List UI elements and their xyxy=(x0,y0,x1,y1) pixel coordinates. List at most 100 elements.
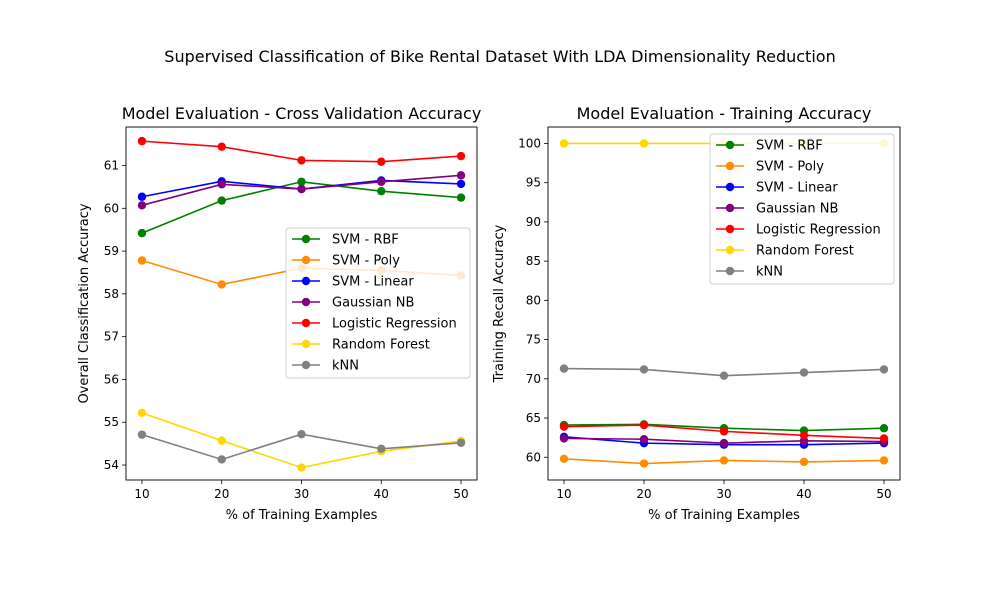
chart1-legend-marker-random-forest xyxy=(301,339,311,349)
chart1-xtick-label: 40 xyxy=(374,487,389,501)
chart1-point-random-forest xyxy=(297,463,306,472)
chart1-legend-marker-gaussian-nb xyxy=(301,297,311,307)
chart2-point-gaussian-nb xyxy=(559,434,569,443)
chart2-legend-box xyxy=(709,133,895,285)
chart1-legend-label-svm-linear: SVM - Linear xyxy=(332,275,414,290)
chart1-point-logistic-regression xyxy=(377,157,386,166)
chart2-legend-marker-svm-linear xyxy=(725,182,735,192)
chart1-ytick-label: 57 xyxy=(104,330,119,344)
chart1-point-svm-linear xyxy=(137,192,147,201)
chart2-legend-marker-svm-rbf xyxy=(725,140,735,150)
chart1-point-logistic-regression xyxy=(297,156,306,165)
chart1-legend-label-random-forest: Random Forest xyxy=(332,338,430,353)
chart2-axes-frame xyxy=(547,126,901,481)
chart2-ytick-label: 90 xyxy=(526,215,541,229)
chart2-xlabel: % of Training Examples xyxy=(648,508,800,523)
chart2-xtick-label: 10 xyxy=(556,487,571,501)
chart1-point-knn xyxy=(456,438,466,447)
chart1-xlabel: % of Training Examples xyxy=(226,508,378,523)
chart1-legend-label-svm-poly: SVM - Poly xyxy=(332,254,400,269)
chart2-ytick-label: 70 xyxy=(526,372,541,386)
chart2-title: Model Evaluation - Training Accuracy xyxy=(577,104,872,123)
chart2-legend-marker-gaussian-nb xyxy=(725,203,735,213)
chart2-legend-marker-svm-poly xyxy=(725,161,735,171)
chart2-ytick-label: 95 xyxy=(526,176,541,190)
chart1-title: Model Evaluation - Cross Validation Accu… xyxy=(122,104,482,123)
chart1-legend-marker-knn xyxy=(301,360,311,370)
chart1-ytick-label: 60 xyxy=(104,201,119,215)
chart2-point-svm-poly xyxy=(719,456,729,465)
chart1-point-svm-rbf xyxy=(137,228,147,238)
chart1-ylabel: Overall Classification Accuracy xyxy=(77,203,92,403)
chart2-legend-label-knn: kNN xyxy=(756,265,783,280)
chart1-point-gaussian-nb xyxy=(137,201,147,210)
chart2-legend-label-svm-poly: SVM - Poly xyxy=(756,160,824,175)
chart2-point-gaussian-nb xyxy=(719,438,729,448)
chart1-point-logistic-regression xyxy=(137,136,147,146)
chart1-legend-marker-svm-poly xyxy=(301,255,311,265)
chart2-point-knn xyxy=(719,371,729,380)
chart2-point-logistic-regression xyxy=(719,427,729,436)
chart1-xtick-label: 50 xyxy=(453,487,468,501)
chart2-point-svm-poly xyxy=(879,456,889,465)
chart-training-accuracy: Model Evaluation - Training Accuracy 10 20… xyxy=(492,104,901,523)
chart1-point-svm-poly xyxy=(217,280,226,289)
chart1-legend-marker-svm-linear xyxy=(301,276,311,286)
chart2-legend-label-logistic-regression: Logistic Regression xyxy=(756,223,881,238)
chart2-ytick-label: 85 xyxy=(526,254,541,268)
chart1-point-gaussian-nb xyxy=(297,184,306,194)
chart2-point-logistic-regression xyxy=(879,434,889,443)
chart2-point-svm-poly xyxy=(639,459,649,468)
chart2-point-logistic-regression xyxy=(799,431,809,440)
chart2-legend-label-gaussian-nb: Gaussian NB xyxy=(756,202,838,217)
chart1-point-svm-rbf xyxy=(297,177,306,186)
chart2-legend-marker-logistic-regression xyxy=(725,224,735,234)
chart1-ytick-label: 55 xyxy=(104,415,119,429)
chart1-point-gaussian-nb xyxy=(377,177,386,186)
chart1-ytick-label: 56 xyxy=(104,372,119,386)
chart2-point-svm-poly xyxy=(799,457,809,467)
chart1-point-svm-rbf xyxy=(377,186,386,196)
chart2-point-random-forest xyxy=(639,139,649,148)
chart1-ytick-label: 58 xyxy=(104,287,119,301)
chart1-xtick-label: 30 xyxy=(294,487,309,501)
chart2-ytick-label: 60 xyxy=(526,450,541,464)
chart1-point-gaussian-nb xyxy=(456,171,466,180)
chart1-point-knn xyxy=(297,430,306,439)
chart1-legend-label-gaussian-nb: Gaussian NB xyxy=(332,296,414,311)
chart2-xtick-label: 40 xyxy=(796,487,811,501)
chart1-point-knn xyxy=(217,455,226,464)
chart2-ytick-label: 100 xyxy=(518,136,541,150)
chart2-ytick-label: 75 xyxy=(526,333,541,347)
figure-suptitle: Supervised Classification of Bike Rental… xyxy=(164,47,835,66)
chart1-ytick-label: 61 xyxy=(104,159,119,173)
chart1-point-random-forest xyxy=(217,436,226,445)
chart2-legend-label-random-forest: Random Forest xyxy=(756,244,854,259)
chart1-point-svm-rbf xyxy=(217,196,226,205)
chart2-legend-label-svm-linear: SVM - Linear xyxy=(756,181,838,196)
chart1-axes-frame xyxy=(125,126,478,481)
chart1-xtick-label: 20 xyxy=(214,487,229,501)
chart2-legend-marker-knn xyxy=(725,266,735,276)
chart2-point-logistic-regression xyxy=(559,422,569,431)
chart2-point-logistic-regression xyxy=(639,420,649,430)
chart1-point-knn xyxy=(137,430,147,439)
chart1-point-svm-poly xyxy=(137,256,147,265)
chart2-ylabel: Training Recall Accuracy xyxy=(492,224,507,383)
chart1-point-logistic-regression xyxy=(217,142,226,151)
chart2-xtick-label: 30 xyxy=(716,487,731,501)
chart1-legend-marker-svm-rbf xyxy=(301,234,311,244)
chart1-legend-marker-logistic-regression xyxy=(301,318,311,328)
chart1-point-knn xyxy=(377,444,386,453)
chart1-ytick-label: 54 xyxy=(104,458,119,472)
chart2-point-svm-rbf xyxy=(879,424,889,433)
chart1-point-svm-linear xyxy=(456,179,466,189)
chart1-ytick-label: 59 xyxy=(104,244,119,258)
chart2-point-knn xyxy=(879,365,889,374)
chart2-legend-marker-random-forest xyxy=(725,245,735,255)
chart1-point-logistic-regression xyxy=(456,151,466,161)
chart2-legend-label-svm-rbf: SVM - RBF xyxy=(756,139,823,154)
chart2-point-knn xyxy=(799,368,809,377)
